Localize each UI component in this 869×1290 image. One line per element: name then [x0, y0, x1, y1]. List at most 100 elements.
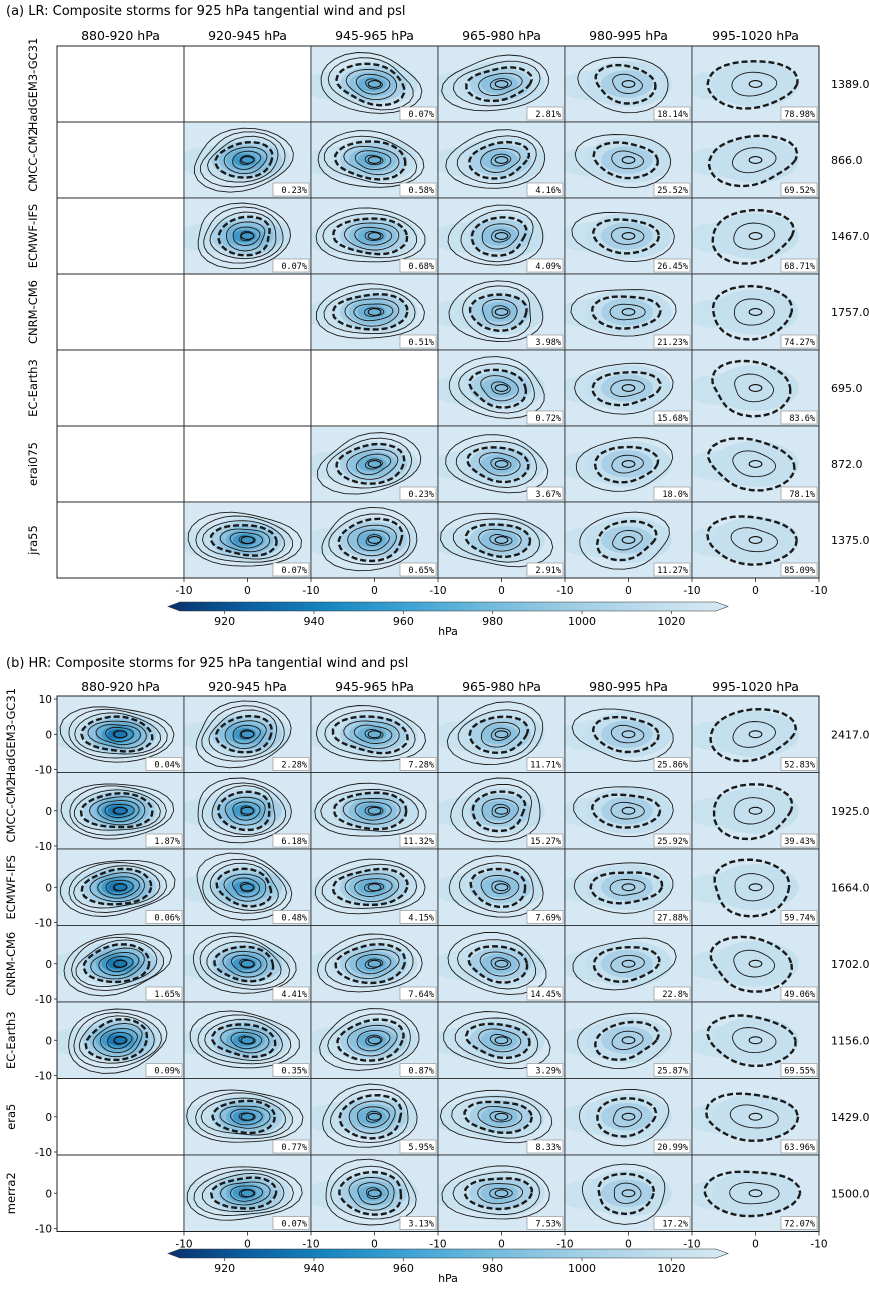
percentage-box [272, 833, 310, 848]
contour-line [189, 1010, 300, 1069]
percentage-box [780, 1063, 818, 1077]
colorbar-tick-label: 1020 [657, 1262, 685, 1275]
y-tick-label: 0 [45, 882, 52, 894]
contour-line [73, 865, 161, 909]
percentage-box [399, 106, 437, 121]
storm-subplot [183, 273, 312, 351]
psl-shading [480, 953, 518, 974]
colorbar-tick-label: 1020 [657, 615, 685, 628]
x-tick-label: -10 [683, 585, 700, 597]
percentage-box [526, 1063, 564, 1077]
row-count: 695.0 [831, 382, 863, 395]
storm-subplot: 0.07% [183, 197, 312, 275]
percentage-box [653, 334, 691, 349]
contour-line [491, 229, 511, 243]
percentage-label: 69.55% [784, 1067, 815, 1077]
contour-line [79, 792, 154, 829]
psl-shading [480, 378, 518, 398]
column-header: 945-965 hPa [335, 679, 414, 694]
row-label: jra55 [26, 525, 40, 556]
row-count: 1757.0 [831, 306, 869, 319]
storm-subplot [56, 121, 185, 199]
storm-subplot: 7.28% [310, 695, 439, 773]
psl-shading [601, 873, 653, 902]
storm-subplot: 78.1% [691, 425, 820, 503]
storm-eye [113, 883, 128, 892]
storm-composite [184, 1078, 311, 1155]
contour-line [490, 957, 512, 971]
contour-line [232, 801, 261, 821]
percentage-box [526, 833, 564, 848]
storm-eye [621, 1189, 636, 1198]
contour-line [84, 1018, 149, 1062]
storm-eye [494, 384, 509, 392]
contour-line [610, 724, 645, 744]
x-tick-label: 0 [371, 585, 378, 597]
contour-line [317, 432, 422, 495]
row-label: CMCC-CM2 [26, 128, 40, 191]
storm-subplot: 0.35% [183, 1001, 312, 1079]
contour-line [342, 798, 401, 825]
storm-eye [494, 883, 509, 892]
x-tick-label: 0 [625, 1239, 632, 1251]
contour-line [365, 78, 383, 90]
contour-line [224, 796, 266, 826]
contour-line [193, 1169, 294, 1216]
percentage-label: 72.07% [784, 1220, 815, 1230]
percentage-label: 0.35% [281, 1067, 307, 1077]
storm-subplot: 0.06% [56, 848, 185, 926]
y-tick-label: 0 [45, 729, 52, 741]
contour-line [581, 1163, 666, 1225]
contour-line [365, 1110, 382, 1123]
contour-line [440, 512, 554, 568]
psl-shading [232, 533, 257, 547]
y-tick-label: -10 [35, 765, 52, 777]
percentage-label: 11.71% [530, 761, 561, 771]
psl-shading [107, 1034, 128, 1046]
column-header: 920-945 hPa [208, 28, 287, 43]
storm-eye [494, 308, 509, 316]
percentage-box [399, 986, 437, 1001]
contour-line [194, 127, 294, 193]
colorbar-label: hPa [438, 1272, 458, 1285]
row-label: ECMWF-IFS [26, 204, 40, 268]
contour-line [229, 531, 264, 549]
percentage-box [526, 486, 564, 501]
contour-line [594, 63, 657, 105]
colorbar-tick-label: 920 [214, 1262, 235, 1275]
percentage-box [526, 562, 564, 577]
storm-eye [621, 730, 636, 739]
row-count: 1664.0 [831, 881, 869, 894]
column-header: 965-980 hPa [462, 679, 541, 694]
percentage-box [526, 106, 564, 121]
percentage-box [145, 757, 183, 771]
contour-line [478, 72, 523, 97]
contour-line [577, 1012, 672, 1069]
storm-eye [367, 156, 382, 164]
percentage-label: 25.92% [657, 837, 688, 847]
storm-subplot: 39.43% [691, 772, 820, 850]
storm-subplot: 0.07% [183, 1154, 312, 1232]
contour-line [320, 52, 423, 114]
storm-composite [565, 849, 692, 926]
storm-subplot: 0.77% [183, 1078, 312, 1156]
percentage-box [653, 1139, 691, 1154]
storm-subplot: 0.65% [310, 501, 439, 579]
contour-line [209, 1176, 278, 1210]
contour-line [443, 1011, 551, 1070]
psl-shading [712, 1093, 799, 1140]
storm-subplot: 5.95% [310, 1078, 439, 1156]
percentage-box [780, 182, 818, 197]
contour-line [197, 1014, 292, 1065]
colorbar-tick-label: 940 [304, 1262, 325, 1275]
psl-shading [357, 879, 387, 895]
contour-line [204, 1019, 284, 1061]
contour-line [345, 949, 400, 980]
storm-subplot [183, 349, 312, 427]
contour-line [490, 457, 512, 471]
storm-eye [367, 1112, 382, 1121]
contour-line [315, 705, 426, 762]
psl-shading [357, 803, 387, 819]
percentage-label: 52.83% [784, 761, 815, 771]
x-tick-label: 0 [371, 1239, 378, 1251]
